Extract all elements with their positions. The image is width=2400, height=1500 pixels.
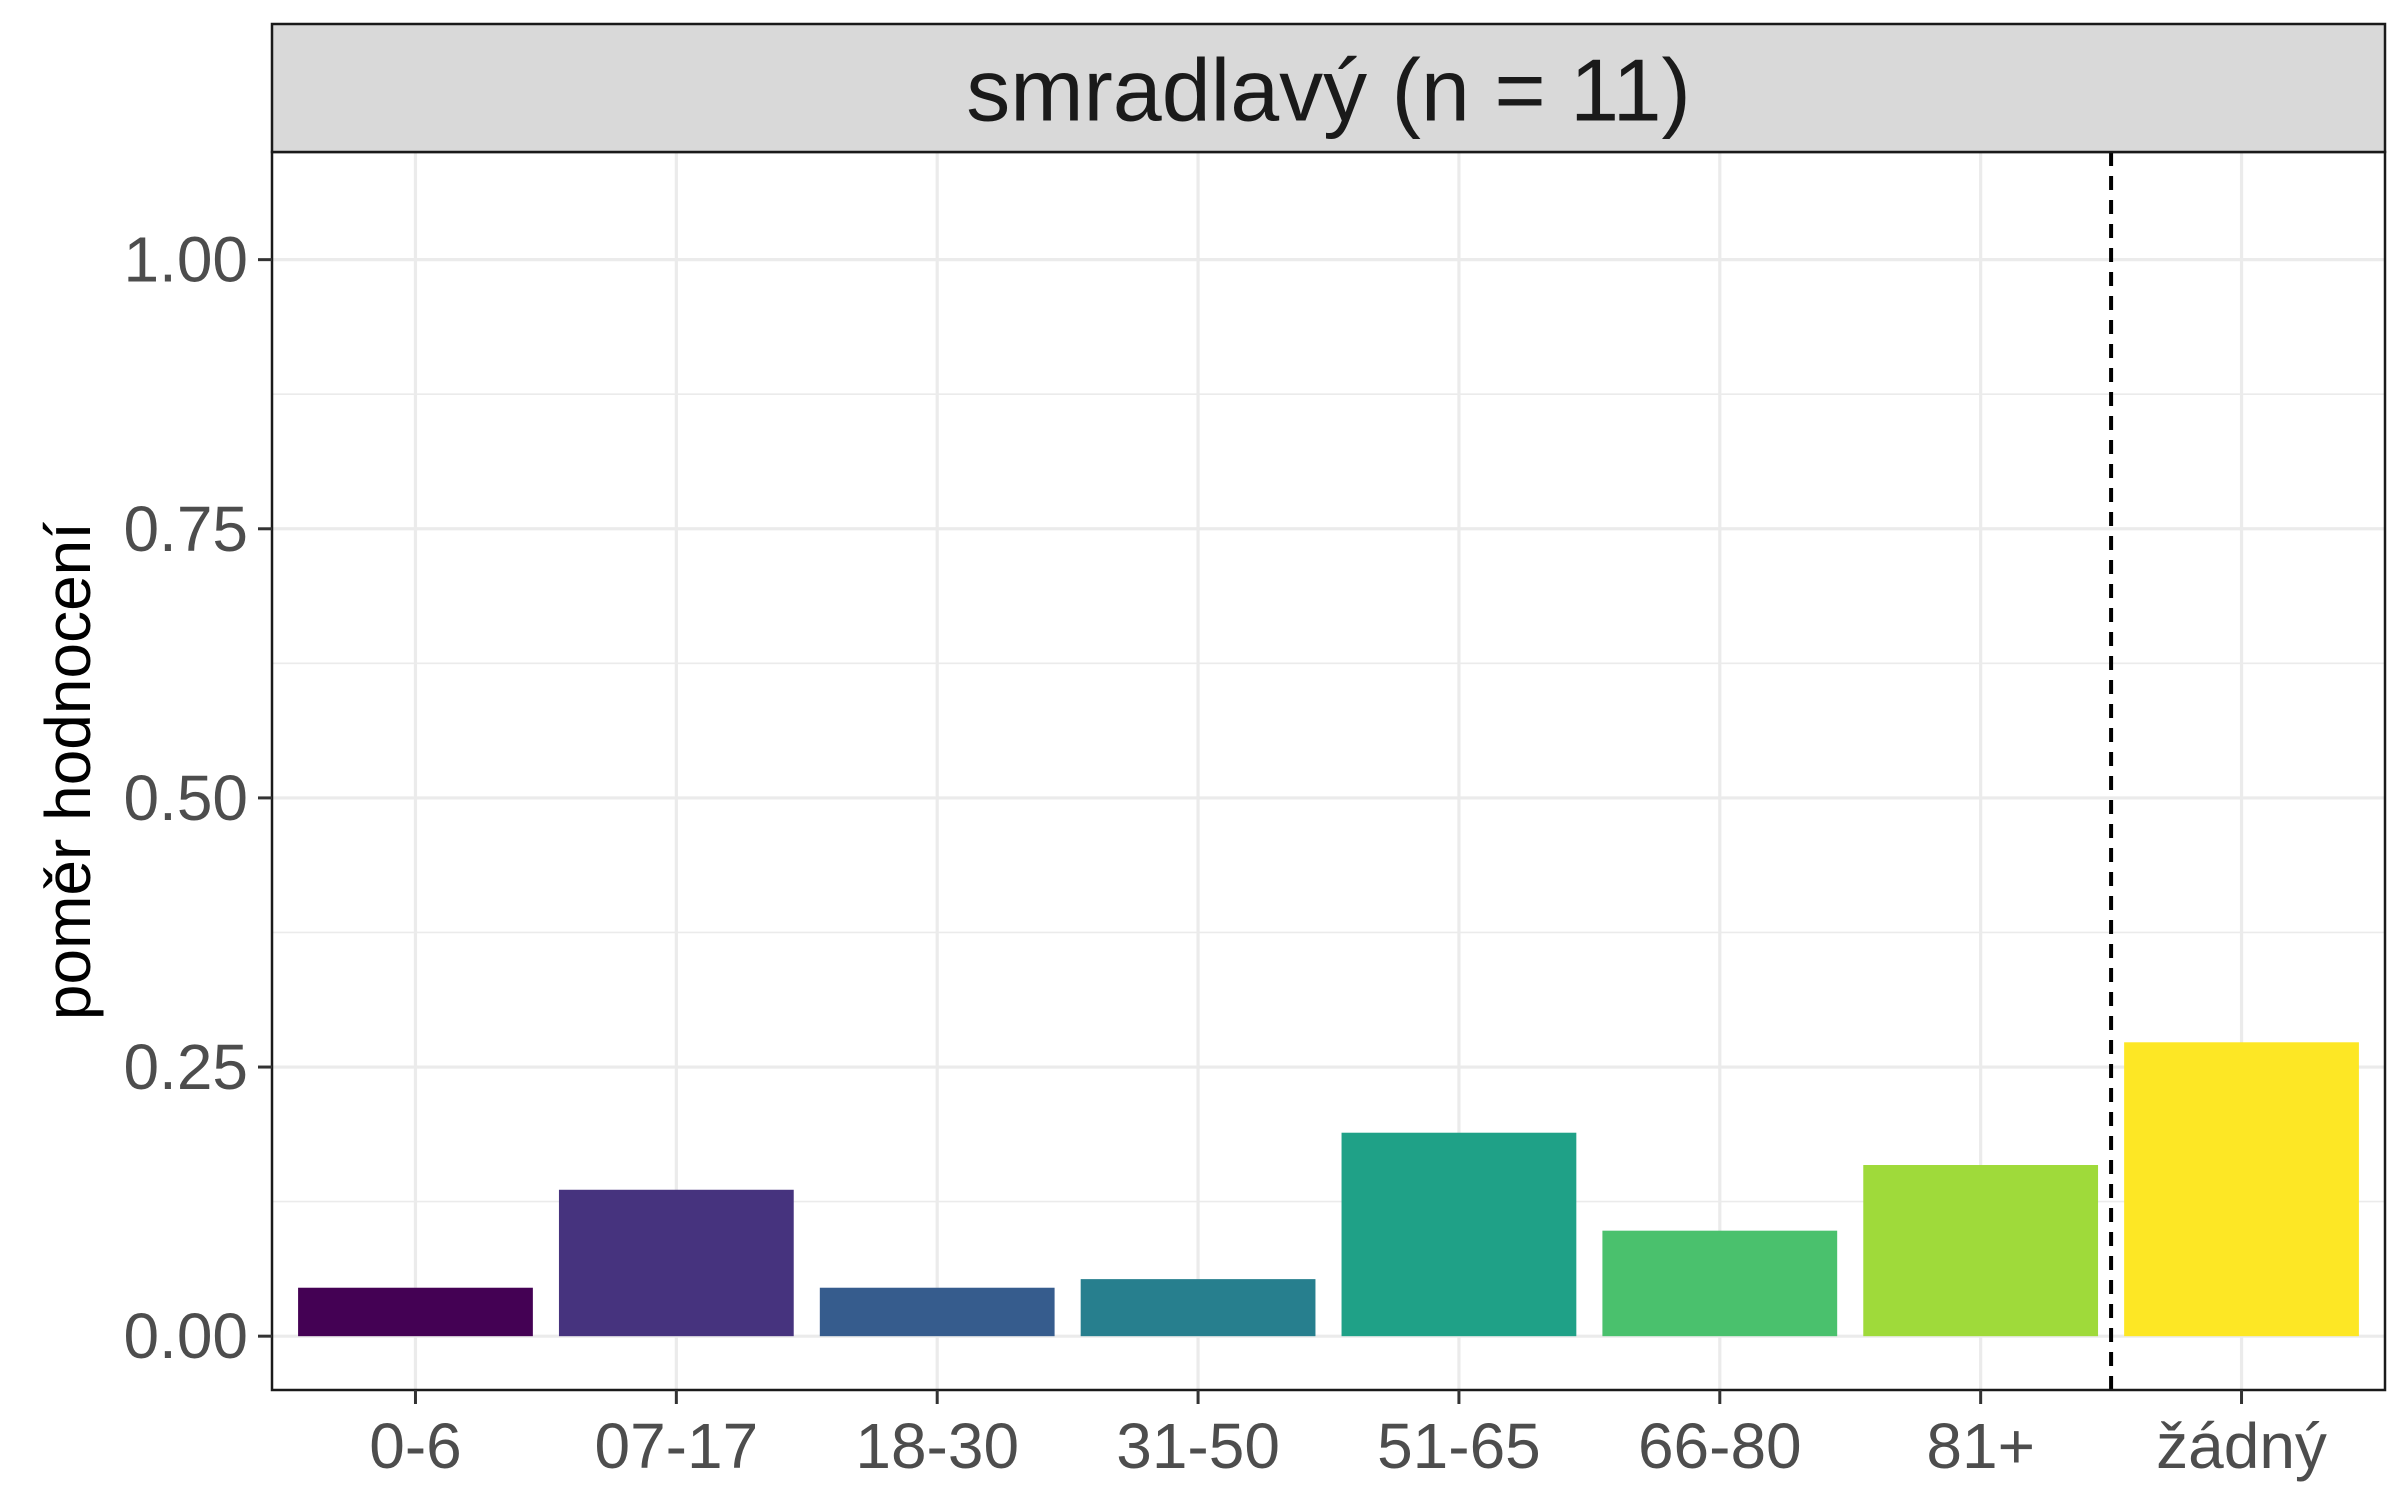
bar-81+ <box>1863 1165 2099 1337</box>
bar-0-6 <box>298 1287 533 1337</box>
grid-lines <box>272 152 2385 1390</box>
bar-07-17 <box>558 1189 794 1337</box>
axes: 0.00 0.25 0.50 0.75 1.00 0-6 07-17 18-30 31-50 51… <box>123 224 2326 1482</box>
x-tick-label: 31-50 <box>1116 1410 1280 1482</box>
x-tick-label: 18-30 <box>855 1410 1019 1482</box>
x-tick-label: 07-17 <box>594 1410 758 1482</box>
y-tick-label: 0.00 <box>123 1300 248 1372</box>
bar-31-50 <box>1080 1279 1316 1337</box>
x-tick-label: 0-6 <box>369 1410 462 1482</box>
x-tick-label: 66-80 <box>1638 1410 1802 1482</box>
y-tick-label: 0.75 <box>123 493 248 565</box>
x-tick-label: 81+ <box>1926 1410 2035 1482</box>
bars <box>298 1042 2359 1337</box>
facet-title: smradlavý (n = 11) <box>966 41 1691 140</box>
bar-51-65 <box>1341 1132 1577 1337</box>
bar-66-80 <box>1602 1230 1838 1337</box>
x-tick-label: žádný <box>2156 1410 2327 1482</box>
x-tick-label: 51-65 <box>1377 1410 1541 1482</box>
y-tick-label: 0.50 <box>123 762 248 834</box>
facet-strip: smradlavý (n = 11) <box>270 22 2387 154</box>
bar-18-30 <box>819 1287 1055 1337</box>
facet-strip-background <box>270 22 2387 154</box>
y-axis-title: poměr hodnocení <box>32 522 104 1020</box>
y-tick-label: 1.00 <box>123 224 248 296</box>
y-tick-label: 0.25 <box>123 1031 248 1103</box>
bar-žádný <box>2124 1042 2359 1337</box>
